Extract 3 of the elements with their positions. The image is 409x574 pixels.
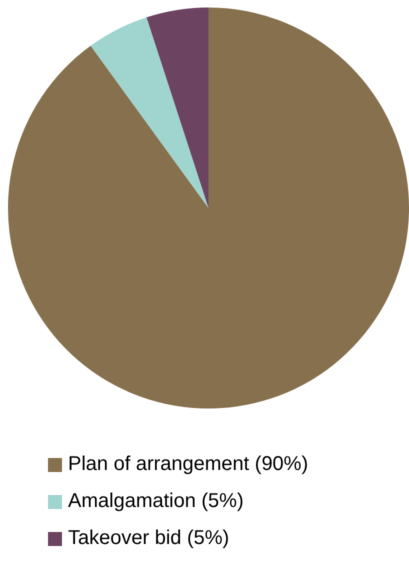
legend-label: Takeover bid (5%): [68, 527, 230, 550]
legend-label: Amalgamation (5%): [68, 490, 244, 513]
legend-label: Plan of arrangement (90%): [68, 453, 308, 476]
